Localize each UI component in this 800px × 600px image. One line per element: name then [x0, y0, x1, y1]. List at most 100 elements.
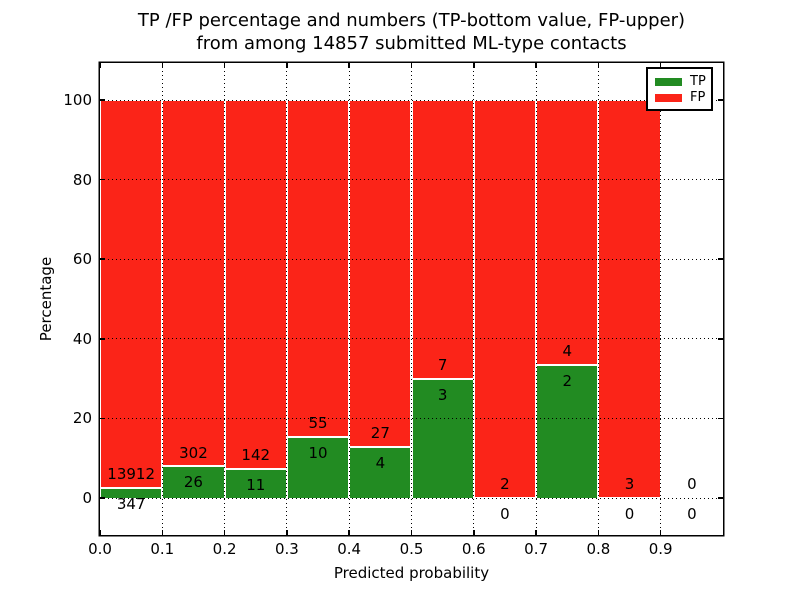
x-tick-label: 0.1: [150, 540, 175, 558]
fp-count-label: 27: [370, 423, 390, 442]
y-tick-label: 40: [72, 329, 92, 348]
v-gridline: [473, 63, 475, 535]
x-tick-mark: [659, 530, 662, 535]
tp-bar: [411, 378, 474, 498]
tp-bar: [536, 365, 599, 498]
y-tick-mark: [718, 258, 723, 260]
y-tick-mark: [718, 417, 723, 420]
tp-count-label: 2: [562, 372, 573, 391]
x-tick-mark: [597, 530, 600, 535]
fp-bar: [100, 100, 163, 489]
fp-count-label: 302: [179, 443, 208, 462]
v-gridline: [535, 63, 537, 535]
fp-count-label: 7: [437, 355, 448, 374]
legend-item-tp: TP: [655, 74, 711, 90]
legend-label-fp: FP: [690, 90, 706, 105]
y-tick-mark: [718, 497, 723, 499]
v-gridline: [286, 63, 288, 535]
v-gridline: [597, 63, 599, 535]
y-axis-label: Percentage: [37, 256, 55, 342]
x-tick-label: 0.8: [586, 540, 611, 558]
legend-label-tp: TP: [690, 74, 706, 89]
tp-count-label: 26: [183, 473, 203, 492]
x-tick-mark: [410, 530, 413, 535]
tp-count-label: 3: [437, 385, 448, 404]
x-tick-mark: [161, 63, 164, 68]
fp-count-label: 55: [308, 413, 328, 432]
x-tick-label: 0.9: [648, 540, 673, 558]
chart-title-line2: from among 14857 submitted ML-type conta…: [196, 33, 627, 54]
x-tick-mark: [659, 63, 662, 68]
fp-bar: [473, 100, 537, 498]
fp-color-swatch: [655, 94, 682, 102]
y-tick-mark: [718, 99, 723, 101]
tp-count-label: 11: [246, 476, 266, 495]
x-tick-label: 0.7: [524, 540, 549, 558]
tp-bar: [349, 446, 412, 498]
tp-count-label: 4: [375, 453, 386, 472]
x-tick-label: 0.2: [212, 540, 237, 558]
y-tick-label: 100: [63, 91, 92, 109]
x-tick-mark: [99, 63, 101, 68]
v-gridline: [224, 63, 226, 535]
x-tick-label: 0.0: [88, 540, 112, 558]
x-tick-mark: [597, 63, 600, 68]
x-tick-label: 0.6: [461, 540, 486, 558]
x-tick-label: 0.4: [337, 540, 362, 558]
x-tick-mark: [348, 63, 350, 68]
x-tick-mark: [535, 530, 537, 535]
tp-count-label: 347: [116, 495, 146, 514]
tp-count-label: 10: [308, 443, 328, 462]
chart-title-line1: TP /FP percentage and numbers (TP-bottom…: [137, 10, 686, 31]
v-gridline: [411, 63, 412, 535]
x-axis-label: Predicted probability: [333, 564, 490, 582]
x-tick-mark: [410, 63, 413, 68]
x-tick-label: 0.3: [274, 540, 299, 558]
y-tick-label: 20: [72, 409, 92, 428]
y-tick-mark: [100, 417, 105, 420]
v-gridline: [348, 63, 350, 535]
x-tick-mark: [348, 530, 350, 535]
y-tick-mark: [718, 338, 723, 340]
v-gridline: [660, 63, 662, 535]
fp-count-label: 4: [562, 342, 573, 361]
y-tick-mark: [100, 258, 105, 260]
y-tick-mark: [100, 497, 105, 499]
plot-area: 13912 347 302 26 142 11 55 10 27 4 7 3 2 0 4 2 3 0 0 0: [99, 63, 723, 535]
x-tick-mark: [535, 63, 537, 68]
legend: TP FP: [646, 67, 713, 111]
chart-title: TP /FP percentage and numbers (TP-bottom…: [100, 9, 723, 55]
fp-bar: [224, 100, 287, 470]
fp-bar: [598, 100, 661, 498]
v-gridline: [161, 63, 163, 535]
x-tick-mark: [286, 63, 288, 68]
x-tick-mark: [223, 530, 226, 535]
fp-count-label: 3: [624, 475, 635, 494]
fp-count-label: 2: [500, 475, 510, 494]
fp-bar: [162, 100, 225, 467]
tp-count-label: 0: [500, 504, 510, 523]
x-tick-label: 0.5: [399, 540, 424, 558]
tp-bar: [162, 466, 225, 498]
fp-count-label: 0: [687, 475, 697, 494]
y-tick-label: 60: [72, 250, 92, 269]
tp-count-label: 0: [624, 504, 635, 523]
tp-bar: [100, 488, 163, 498]
y-tick-label: 80: [72, 170, 92, 189]
fp-count-label: 142: [241, 446, 271, 465]
fp-bar: [286, 100, 350, 437]
x-tick-mark: [286, 530, 288, 535]
fp-bar: [536, 100, 599, 366]
y-tick-mark: [100, 338, 105, 340]
tp-color-swatch: [655, 78, 682, 86]
fp-bar: [411, 100, 474, 379]
y-tick-label: 0: [82, 489, 92, 507]
y-tick-mark: [100, 99, 105, 101]
tp-count-label: 0: [687, 504, 697, 523]
y-tick-mark: [100, 178, 105, 181]
x-tick-mark: [99, 530, 101, 535]
x-tick-mark: [223, 63, 226, 68]
y-tick-mark: [718, 178, 723, 181]
tp-bar: [286, 436, 350, 498]
